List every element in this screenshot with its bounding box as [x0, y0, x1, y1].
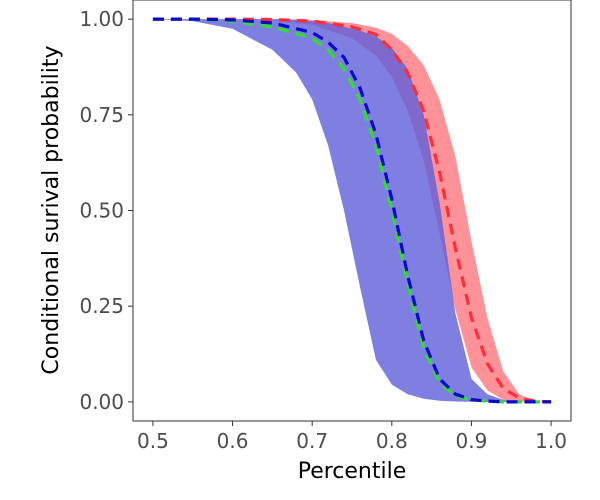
x-axis-ticks: 0.5 0.6 0.7 0.8 0.9 1.0	[137, 421, 567, 453]
y-tick-label: 0.50	[79, 199, 124, 223]
confidence-bands	[152, 19, 552, 402]
x-tick-label: 0.9	[456, 429, 488, 453]
survival-curve-1	[152, 17, 552, 404]
x-tick-label: 0.6	[217, 429, 249, 453]
y-tick-label: 0.75	[79, 103, 124, 127]
survival-curves	[152, 17, 552, 404]
x-axis-title: Percentile	[298, 459, 407, 484]
y-tick-label: 0.25	[79, 294, 124, 318]
y-tick-label: 0.00	[79, 390, 124, 414]
x-tick-label: 1.0	[535, 429, 567, 453]
x-tick-label: 0.7	[296, 429, 328, 453]
survival-curve-3	[152, 17, 552, 404]
confidence-band-2	[152, 19, 552, 402]
y-axis-ticks: 0.00 0.25 0.50 0.75 1.00	[79, 7, 133, 414]
y-axis-title: Conditional surival probability	[39, 45, 64, 374]
y-tick-label: 1.00	[79, 7, 124, 31]
x-tick-label: 0.8	[376, 429, 408, 453]
survival-curve-2	[152, 17, 552, 404]
x-tick-label: 0.5	[137, 429, 169, 453]
